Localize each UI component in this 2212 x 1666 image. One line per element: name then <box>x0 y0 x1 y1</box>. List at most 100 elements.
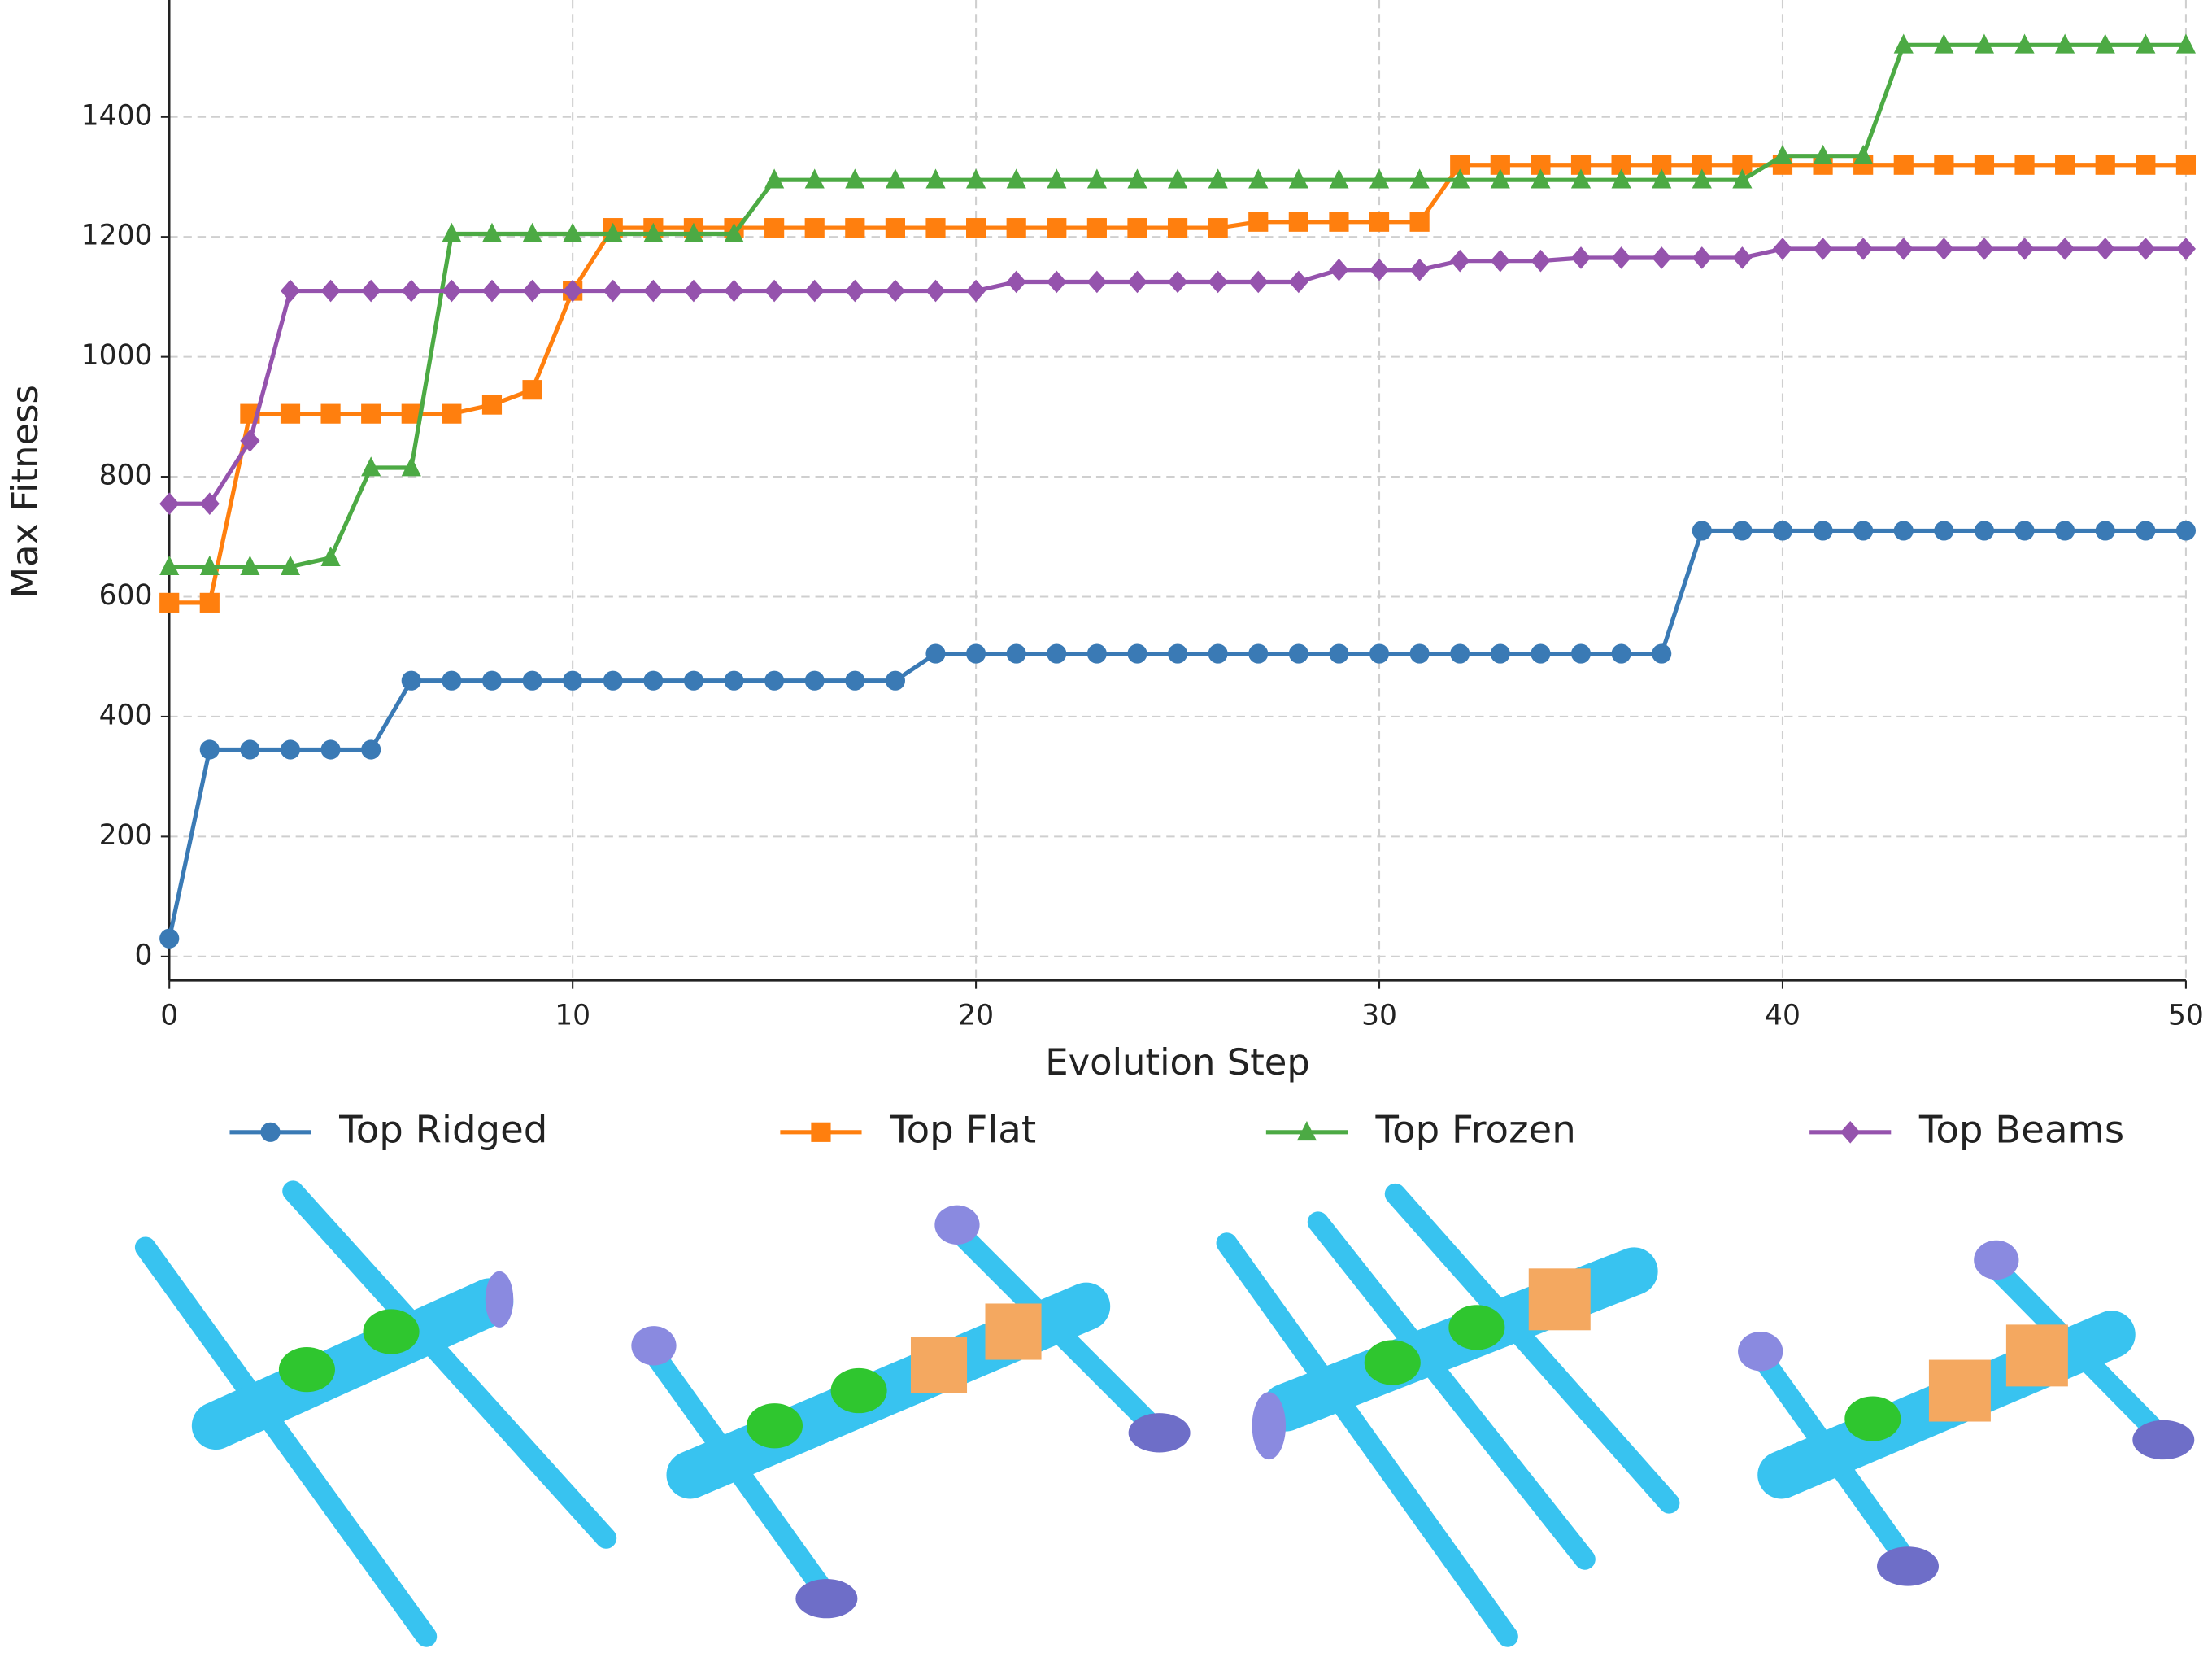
data-point <box>1409 212 1430 232</box>
data-point <box>885 279 905 303</box>
data-point <box>1531 249 1551 273</box>
data-point <box>2095 33 2115 54</box>
data-point <box>845 279 865 303</box>
data-point <box>2014 521 2035 541</box>
legend-marker <box>1840 1120 1861 1144</box>
legend-item: Top Frozen <box>1265 1107 1576 1151</box>
data-point <box>2175 521 2197 541</box>
data-point <box>1208 218 1228 238</box>
data-point <box>1047 168 1067 189</box>
data-point <box>361 739 381 760</box>
data-point <box>1086 270 1107 294</box>
data-point <box>845 670 865 691</box>
data-point <box>1369 258 1390 281</box>
data-point <box>1570 168 1592 189</box>
y-tick-label: 800 <box>99 460 153 492</box>
data-point <box>563 279 583 303</box>
data-point <box>1772 521 1793 541</box>
data-point <box>1248 212 1269 232</box>
data-point <box>966 218 986 238</box>
data-point <box>966 643 986 664</box>
data-point <box>1974 33 1995 54</box>
data-point <box>1732 168 1753 189</box>
data-point <box>442 222 462 242</box>
data-point <box>199 739 220 760</box>
data-point <box>442 403 462 424</box>
data-point <box>1127 643 1147 664</box>
x-tick-label: 30 <box>1361 1000 1397 1032</box>
data-point <box>643 670 664 691</box>
data-point <box>1692 521 1712 541</box>
data-point <box>1208 643 1228 664</box>
data-point <box>159 928 180 949</box>
series-line <box>167 528 2186 940</box>
data-point <box>240 555 260 576</box>
data-point <box>2175 238 2197 260</box>
data-point <box>885 670 905 691</box>
data-point <box>885 168 905 189</box>
data-point <box>1531 643 1551 664</box>
y-tick-label: 0 <box>135 939 153 971</box>
data-point <box>1934 155 1954 175</box>
data-point <box>1086 168 1107 189</box>
data-point <box>804 670 825 691</box>
data-point <box>1974 521 1995 541</box>
data-point <box>442 279 462 303</box>
data-point <box>804 279 825 303</box>
data-point <box>481 670 503 691</box>
data-point <box>1974 238 1995 260</box>
legend-label: Top Frozen <box>1375 1107 1576 1151</box>
data-point <box>199 555 220 576</box>
data-point <box>1652 168 1672 189</box>
data-point <box>1288 270 1308 294</box>
data-point <box>1652 643 1672 664</box>
data-point <box>1893 155 1914 175</box>
data-point <box>1047 270 1067 294</box>
robot-illustrations <box>134 1180 2195 1647</box>
data-point <box>1934 521 1954 541</box>
data-point <box>199 592 220 613</box>
data-point <box>320 403 341 424</box>
data-point <box>2014 238 2035 260</box>
data-point <box>2136 238 2156 260</box>
data-point <box>1369 212 1390 232</box>
data-point <box>481 395 503 415</box>
y-tick-label: 400 <box>99 699 153 731</box>
data-point <box>1692 168 1712 189</box>
data-point <box>1490 168 1510 189</box>
data-point <box>925 168 946 189</box>
data-point <box>2014 155 2035 175</box>
y-tick-label: 1200 <box>81 220 153 252</box>
data-point <box>1813 144 1833 165</box>
data-point <box>2055 238 2075 260</box>
data-point <box>1329 212 1349 232</box>
data-point <box>1450 168 1470 189</box>
data-point <box>1248 270 1269 294</box>
data-point <box>764 279 785 303</box>
robot-3 <box>1216 1183 1680 1647</box>
data-point <box>2095 238 2115 260</box>
data-point <box>2136 33 2156 54</box>
robot-1 <box>134 1180 617 1647</box>
data-point <box>1329 643 1349 664</box>
data-point <box>240 739 260 760</box>
data-point <box>1772 144 1793 165</box>
data-point <box>1934 33 1954 54</box>
data-point <box>845 218 865 238</box>
data-point <box>925 218 946 238</box>
data-point <box>2175 33 2197 54</box>
data-point <box>159 492 180 516</box>
data-point <box>563 670 583 691</box>
data-point <box>1974 155 1995 175</box>
x-tick-label: 40 <box>1765 1000 1801 1032</box>
legend-marker <box>811 1122 831 1142</box>
data-point <box>1047 218 1067 238</box>
data-point <box>724 279 744 303</box>
data-point <box>885 218 905 238</box>
data-point <box>724 670 744 691</box>
data-point <box>361 403 381 424</box>
data-point <box>1127 168 1147 189</box>
series <box>159 33 2197 576</box>
data-point <box>845 168 865 189</box>
